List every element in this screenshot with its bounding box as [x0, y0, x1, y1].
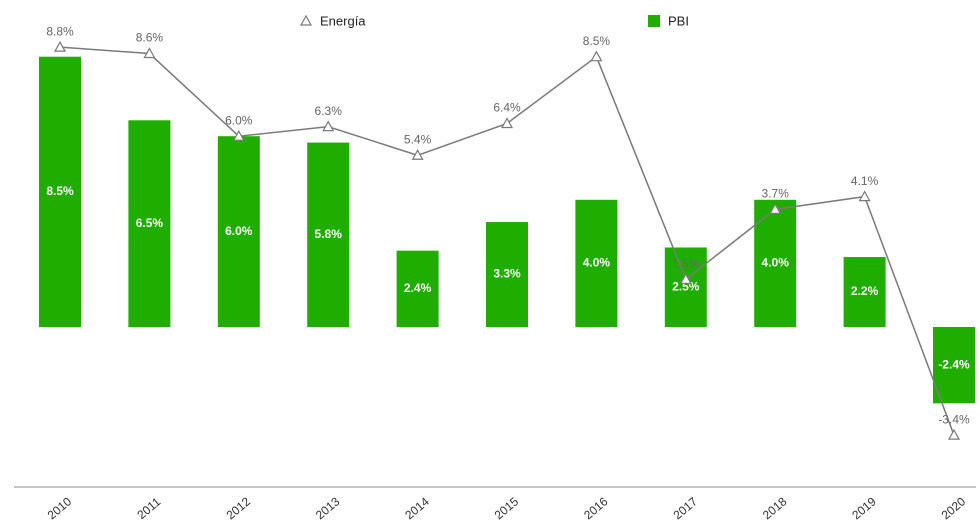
x-tick-label: 2013 [313, 494, 343, 522]
x-tick-label: 2020 [939, 494, 969, 522]
marker [769, 203, 782, 214]
point-label: -3.4% [938, 412, 970, 426]
legend-label: PBI [668, 13, 689, 28]
x-tick-label: 2012 [224, 494, 254, 522]
legend-label: Energía [320, 13, 366, 28]
point-label: 6.3% [315, 104, 343, 118]
bar-label: -2.4% [938, 357, 970, 371]
marker [590, 50, 603, 62]
bar-label: 2.2% [851, 284, 879, 298]
bar-label: 4.0% [583, 256, 611, 270]
point-label: 4.1% [851, 174, 879, 188]
x-tick-label: 2011 [134, 495, 163, 523]
point-label: 3.7% [762, 187, 790, 201]
point-label: 8.8% [46, 24, 74, 38]
legend-swatch [648, 15, 660, 27]
legend-marker [299, 14, 313, 26]
x-tick-label: 2018 [760, 494, 790, 522]
marker [322, 120, 335, 132]
marker [232, 129, 245, 141]
bar [575, 199, 618, 327]
bar-label: 2.5% [672, 279, 700, 293]
point-label: 6.0% [225, 113, 253, 127]
bar [39, 56, 81, 327]
bar-label: 5.8% [315, 227, 343, 241]
bar [933, 327, 975, 404]
x-tick-label: 2016 [581, 494, 611, 522]
bar-label: 2.4% [404, 281, 432, 295]
x-tick-label: 2019 [849, 494, 879, 522]
bar [217, 136, 260, 327]
bar-label: 8.5% [46, 184, 74, 198]
marker [411, 149, 424, 160]
bar [396, 250, 439, 327]
bar-label: 6.5% [136, 216, 164, 230]
point-label: 1.5% [672, 256, 700, 270]
point-label: 8.6% [136, 31, 164, 45]
bar-label: 3.3% [493, 267, 521, 281]
bar-label: 6.0% [225, 224, 253, 238]
marker [53, 40, 67, 52]
bar [307, 142, 350, 327]
x-tick-label: 2014 [402, 494, 432, 522]
marker [143, 47, 156, 59]
x-tick-label: 2015 [492, 494, 522, 522]
point-label: 5.4% [404, 132, 432, 146]
point-label: 8.5% [583, 34, 611, 48]
x-tick-label: 2017 [671, 494, 701, 522]
bar-label: 4.0% [762, 256, 790, 270]
bar [128, 120, 171, 327]
marker [679, 273, 692, 284]
bar [664, 247, 707, 327]
bar [843, 257, 886, 327]
x-tick-label: 2010 [45, 494, 75, 522]
marker [947, 428, 961, 440]
bar [486, 222, 528, 327]
marker [500, 117, 514, 129]
marker [858, 190, 871, 202]
point-label: 6.4% [493, 101, 521, 115]
